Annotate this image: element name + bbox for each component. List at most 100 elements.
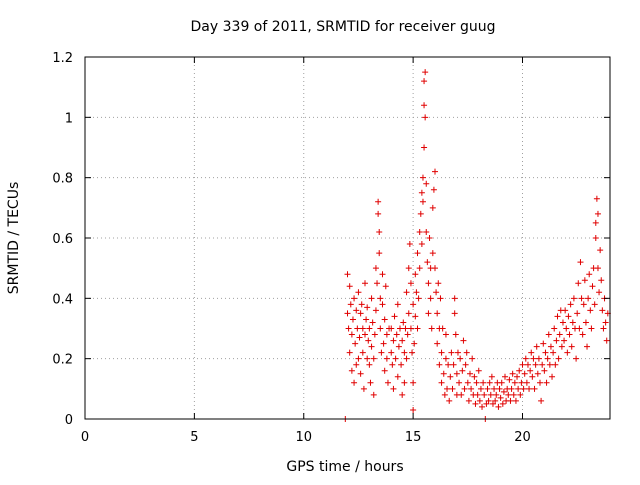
data-point: [493, 391, 500, 398]
data-point: [433, 289, 440, 296]
data-point: [398, 361, 405, 368]
data-point: [514, 373, 521, 380]
data-point: [441, 391, 448, 398]
data-point: [427, 295, 434, 302]
data-point: [458, 391, 465, 398]
data-point: [379, 271, 386, 278]
y-axis-label: SRMTID / TECUs: [6, 182, 22, 295]
data-point: [463, 349, 470, 356]
data-point: [491, 385, 498, 392]
data-point: [362, 280, 368, 287]
data-point: [399, 337, 406, 344]
data-point: [598, 277, 605, 284]
data-point: [596, 289, 603, 296]
data-point: [477, 385, 484, 392]
data-point: [368, 343, 375, 350]
data-point: [388, 349, 395, 356]
data-point: [353, 361, 360, 368]
data-point: [352, 340, 359, 347]
data-point: [484, 385, 491, 392]
data-point: [348, 367, 355, 374]
data-point: [372, 307, 379, 314]
data-point: [412, 313, 419, 320]
data-point: [600, 325, 607, 332]
data-point: [527, 367, 534, 374]
data-point: [594, 265, 601, 272]
data-point: [380, 340, 387, 347]
data-point: [369, 319, 376, 326]
data-point: [439, 325, 446, 332]
data-point: [430, 186, 437, 193]
data-point: [487, 391, 494, 398]
data-point: [367, 379, 374, 386]
data-point: [344, 271, 351, 278]
tick-layer: 0 5 10 15 20 0 0.2 0.4 0.6 0.8 1 1.2: [52, 51, 610, 445]
data-point: [474, 391, 481, 398]
data-point: [539, 361, 546, 368]
data-point: [355, 289, 362, 296]
points-layer: [342, 69, 611, 422]
data-point: [357, 310, 364, 317]
data-point: [559, 319, 566, 326]
y-tick-label: 0.2: [52, 353, 73, 368]
data-point: [346, 349, 353, 356]
data-point: [360, 385, 367, 392]
y-tick-label: 0.4: [52, 292, 73, 307]
data-point: [602, 319, 609, 326]
data-point: [423, 228, 430, 235]
data-point: [401, 349, 408, 356]
y-tick-label: 0.6: [52, 232, 73, 247]
data-point: [545, 331, 552, 338]
data-point: [542, 349, 549, 356]
data-point: [480, 379, 487, 386]
data-point: [457, 355, 464, 362]
data-point: [432, 168, 438, 175]
data-point: [553, 337, 560, 344]
data-point: [472, 400, 479, 407]
data-point: [354, 325, 361, 332]
data-point: [546, 361, 553, 368]
data-point: [410, 406, 417, 413]
data-point: [424, 259, 431, 266]
data-point: [404, 331, 411, 338]
data-point: [436, 361, 443, 368]
data-point: [409, 349, 416, 356]
data-point: [364, 304, 371, 311]
data-point: [440, 370, 447, 377]
data-point: [524, 361, 531, 368]
data-point: [348, 331, 355, 338]
data-point: [541, 367, 548, 374]
chart-title: Day 339 of 2011, SRMTID for receiver guu…: [191, 19, 496, 35]
data-point: [523, 379, 530, 386]
data-point: [573, 355, 580, 362]
data-point: [495, 403, 502, 410]
x-tick-label: 0: [81, 430, 89, 445]
data-point: [550, 349, 557, 356]
data-point: [512, 397, 519, 404]
data-point: [344, 310, 351, 317]
data-point: [394, 301, 401, 308]
data-point: [391, 313, 398, 320]
data-point: [574, 310, 581, 317]
plot-frame: [84, 56, 611, 420]
data-point: [419, 198, 426, 205]
data-point: [437, 295, 444, 302]
data-point: [423, 180, 430, 187]
data-point: [554, 313, 561, 320]
data-point: [444, 385, 451, 392]
x-axis-label: GPS time / hours: [286, 459, 403, 475]
data-point: [529, 373, 536, 380]
data-point: [547, 343, 554, 350]
data-point: [515, 385, 522, 392]
data-point: [403, 355, 410, 362]
data-point: [402, 325, 409, 332]
data-point: [519, 361, 526, 368]
data-point: [351, 295, 358, 302]
data-point: [421, 144, 428, 151]
data-point: [535, 355, 542, 362]
data-point: [371, 331, 378, 338]
data-point: [417, 210, 424, 217]
data-point: [471, 373, 478, 380]
data-point: [434, 340, 441, 347]
